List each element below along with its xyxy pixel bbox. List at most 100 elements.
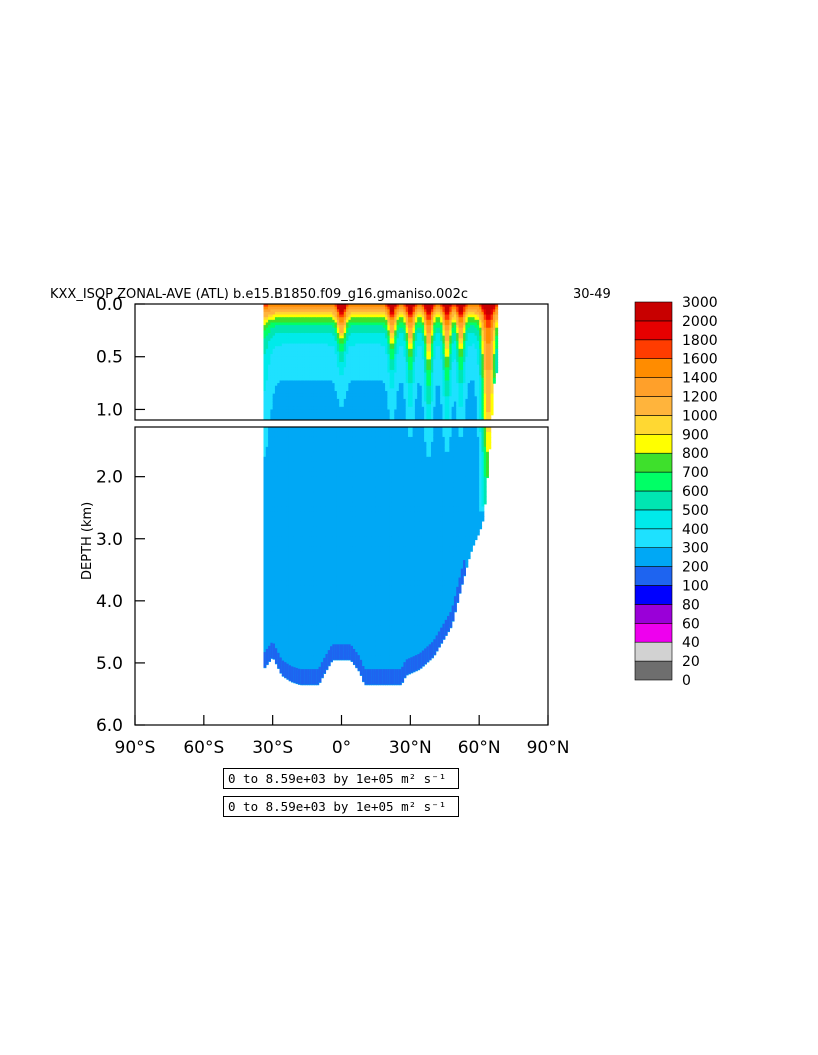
field-cell <box>279 531 283 537</box>
field-cell <box>268 491 271 498</box>
field-cell <box>295 388 299 392</box>
field-cell <box>286 486 290 493</box>
field-cell <box>398 304 402 308</box>
field-cell <box>346 377 349 382</box>
field-cell <box>460 304 464 308</box>
field-cell <box>410 356 414 360</box>
field-cell <box>435 356 439 360</box>
field-cell <box>274 556 278 562</box>
field-cell <box>424 306 427 310</box>
field-cell <box>465 333 469 337</box>
field-cell <box>352 333 356 337</box>
field-cell <box>456 317 460 321</box>
field-cell <box>272 335 276 339</box>
field-cell <box>405 391 409 395</box>
field-cell <box>268 431 271 438</box>
field-cell <box>330 322 333 326</box>
field-cell <box>279 640 283 647</box>
field-cell <box>437 309 441 313</box>
field-cell <box>352 348 356 353</box>
field-cell <box>444 306 448 310</box>
field-cell <box>403 325 407 329</box>
field-cell <box>451 335 455 339</box>
field-cell <box>421 330 425 334</box>
field-cell <box>357 398 361 403</box>
field-cell <box>265 516 269 522</box>
field-cell <box>330 377 333 382</box>
field-cell <box>357 414 361 418</box>
field-cell <box>389 412 393 416</box>
field-cell <box>265 319 269 324</box>
field-cell <box>343 414 347 418</box>
field-cell <box>385 393 388 397</box>
field-cell <box>297 369 301 374</box>
field-cell <box>467 364 471 368</box>
field-cell <box>309 369 313 374</box>
field-cell <box>479 314 483 318</box>
field-cell <box>281 630 285 637</box>
field-cell <box>281 385 285 389</box>
field-cell <box>469 406 473 411</box>
field-cell <box>435 409 439 413</box>
field-cell <box>369 322 372 326</box>
field-cell <box>288 409 292 413</box>
field-cell <box>463 406 466 411</box>
field-cell <box>371 377 375 382</box>
field-cell <box>419 330 423 334</box>
field-cell <box>268 311 271 316</box>
field-cell <box>456 396 460 400</box>
field-cell <box>437 417 441 420</box>
field-cell <box>366 396 370 400</box>
field-cell <box>286 346 290 350</box>
field-cell <box>281 375 285 379</box>
field-cell <box>417 383 421 387</box>
field-cell <box>476 364 480 368</box>
field-cell <box>355 340 359 345</box>
field-cell <box>408 338 411 342</box>
field-cell <box>465 417 469 420</box>
field-cell <box>442 409 446 413</box>
field-cell <box>444 319 448 324</box>
field-cell <box>332 372 336 376</box>
field-cell <box>336 325 340 329</box>
field-cell <box>265 476 269 483</box>
field-cell <box>426 333 430 337</box>
field-cell <box>295 393 299 397</box>
field-cell <box>336 319 340 324</box>
field-cell <box>357 340 361 345</box>
field-cell <box>350 412 354 416</box>
field-cell <box>297 330 301 334</box>
field-cell <box>382 414 386 418</box>
field-cell <box>408 391 411 395</box>
field-cell <box>268 436 271 443</box>
field-cell <box>373 412 377 416</box>
field-cell <box>472 369 476 374</box>
field-cell <box>495 338 499 342</box>
field-cell <box>440 383 444 387</box>
field-cell <box>270 417 274 420</box>
field-cell <box>398 346 402 350</box>
field-cell <box>366 362 370 366</box>
field-cell <box>442 369 446 374</box>
field-cell <box>300 417 304 420</box>
field-cell <box>362 356 366 360</box>
field-cell <box>279 309 283 313</box>
field-cell <box>336 346 340 350</box>
field-cell <box>456 414 460 418</box>
field-cell <box>311 396 315 400</box>
field-cell <box>458 414 462 418</box>
field-cell <box>270 380 274 384</box>
field-cell <box>389 340 393 345</box>
field-cell <box>444 346 448 350</box>
field-cell <box>359 304 363 308</box>
field-cell <box>313 311 317 316</box>
field-cell <box>453 409 457 413</box>
field-cell <box>408 393 411 397</box>
field-cell <box>265 630 269 637</box>
field-cell <box>451 385 455 389</box>
field-cell <box>279 375 283 379</box>
field-cell <box>430 388 434 392</box>
field-cell <box>318 383 322 387</box>
field-cell <box>366 417 370 420</box>
field-cell <box>265 414 269 418</box>
